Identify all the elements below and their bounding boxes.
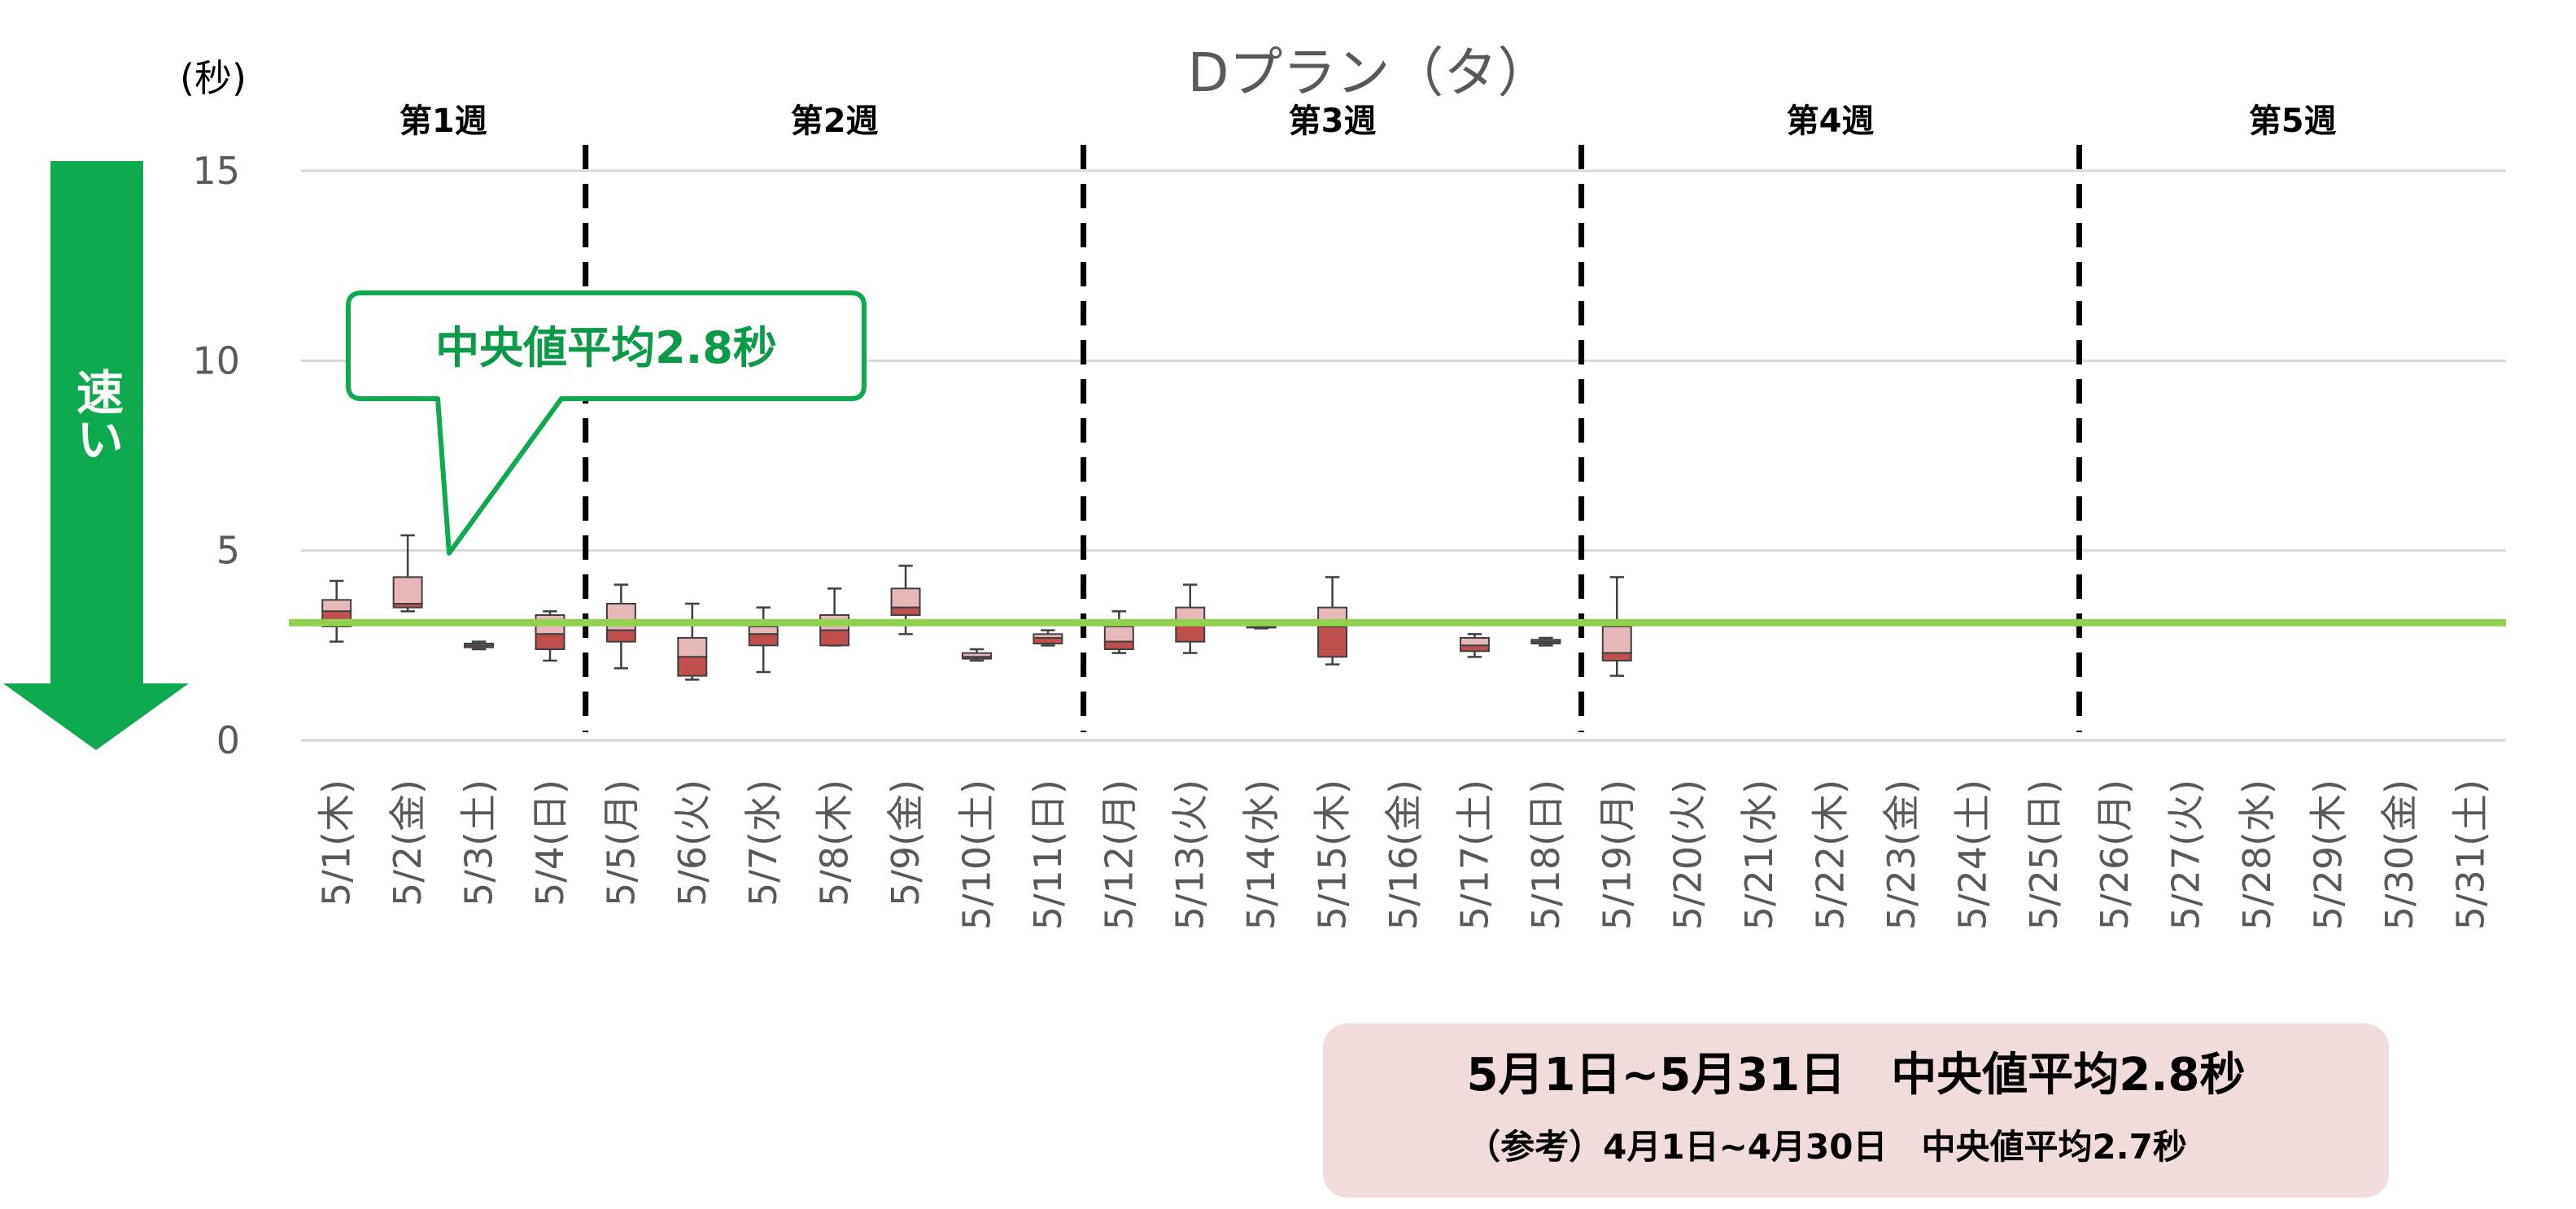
- x-tick-label: 5/6(火): [670, 779, 714, 906]
- y-tick-label: 0: [216, 718, 240, 762]
- x-tick-label: 5/5(月): [599, 779, 643, 906]
- box-upper: [1103, 626, 1134, 643]
- box-8: [819, 587, 850, 647]
- box-9: [890, 565, 921, 635]
- box-11: [1033, 629, 1063, 647]
- box-17: [1459, 633, 1490, 658]
- chart-title: Dプラン（タ）: [1188, 41, 1552, 104]
- x-tick-label: 5/3(土): [457, 779, 501, 906]
- box-lower: [1459, 644, 1490, 653]
- x-tick-label: 5/17(土): [1452, 779, 1496, 930]
- box-series: [321, 534, 1632, 681]
- week-label: 第1週: [399, 103, 487, 140]
- x-tick-label: 5/20(火): [1666, 779, 1710, 930]
- x-tick-label: 5/11(日): [1026, 779, 1070, 930]
- box-1: [321, 579, 352, 643]
- box-12: [1103, 610, 1134, 654]
- week-label: 第5週: [2249, 103, 2337, 140]
- x-tick-label: 5/23(金): [1880, 779, 1923, 930]
- week-label: 第4週: [1787, 103, 1875, 140]
- box-6: [677, 602, 708, 681]
- box-lower: [605, 629, 636, 643]
- x-tick-label: 5/18(日): [1524, 779, 1568, 930]
- x-tick-label: 5/16(金): [1382, 779, 1426, 930]
- box-upper: [321, 599, 352, 613]
- x-tick-label: 5/7(水): [741, 779, 785, 906]
- box-lower: [1317, 626, 1348, 658]
- box-3: [464, 640, 495, 651]
- x-tick-label: 5/25(日): [2022, 779, 2066, 930]
- x-tick-label: 5/31(土): [2448, 779, 2492, 930]
- x-tick-label: 5/22(木): [1809, 779, 1853, 930]
- x-tick-label: 5/29(木): [2306, 779, 2350, 930]
- x-tick-label: 5/19(月): [1595, 779, 1639, 930]
- summary-line-1: 5月1日~5月31日 中央値平均2.8秒: [1467, 1049, 2246, 1102]
- box-5: [605, 583, 636, 670]
- x-tick-label: 5/10(土): [954, 779, 998, 930]
- median-callout: 中央値平均2.8秒: [346, 290, 867, 556]
- arrow-shape: [3, 161, 189, 750]
- summary-background: [1323, 1024, 2389, 1198]
- box-lower: [1601, 652, 1632, 662]
- week-labels: 第1週 第2週 第3週 第4週 第5週: [399, 103, 2337, 140]
- x-tick-label: 5/21(水): [1737, 779, 1781, 930]
- x-tick-label: 5/24(土): [1950, 779, 1994, 930]
- summary-line-2: （参考）4月1日~4月30日 中央値平均2.7秒: [1466, 1127, 2187, 1167]
- box-lower: [677, 656, 708, 677]
- x-tick-label: 5/15(木): [1311, 779, 1355, 930]
- x-tick-label: 5/13(火): [1168, 779, 1212, 930]
- box-lower: [748, 633, 779, 647]
- arrow-label: 速い: [68, 368, 124, 462]
- y-tick-label: 15: [192, 149, 240, 193]
- x-tick-label: 5/12(月): [1097, 779, 1141, 930]
- x-tick-label: 5/9(金): [884, 779, 928, 906]
- x-tick-label: 5/26(月): [2093, 779, 2137, 930]
- x-tick-label: 5/2(金): [386, 779, 430, 906]
- box-lower: [1246, 626, 1277, 629]
- box-lower: [464, 644, 495, 648]
- x-tick-label: 5/4(日): [528, 779, 572, 906]
- box-13: [1175, 583, 1206, 654]
- y-axis-ticks: 0 5 10 15: [192, 149, 240, 762]
- box-4: [535, 610, 565, 662]
- week-label: 第3週: [1289, 103, 1377, 140]
- box-upper: [1601, 626, 1632, 654]
- week-dividers: [583, 145, 2082, 732]
- box-10: [962, 648, 992, 662]
- x-axis-ticks: 5/1(木) 5/2(金) 5/3(土) 5/4(日) 5/5(月) 5/6(火) 5/7(…: [315, 779, 2493, 930]
- box-lower: [890, 606, 921, 617]
- x-tick-label: 5/30(金): [2377, 779, 2421, 930]
- box-upper: [392, 576, 423, 604]
- y-axis-unit: (秒): [180, 56, 247, 100]
- x-tick-label: 5/27(火): [2164, 779, 2208, 930]
- box-lower: [962, 656, 992, 660]
- x-tick-label: 5/1(木): [315, 779, 359, 906]
- summary-box: 5月1日~5月31日 中央値平均2.8秒 （参考）4月1日~4月30日 中央値平…: [1323, 1024, 2389, 1198]
- x-tick-label: 5/8(木): [813, 779, 857, 906]
- faster-arrow: 速い: [3, 161, 189, 750]
- callout-text: 中央値平均2.8秒: [435, 322, 777, 373]
- box-19: [1601, 576, 1632, 677]
- box-upper: [677, 637, 708, 658]
- x-tick-label: 5/14(水): [1239, 779, 1283, 930]
- box-2: [392, 534, 423, 613]
- week-label: 第2週: [791, 103, 879, 140]
- callout-bubble: [346, 290, 867, 556]
- box-upper: [748, 626, 779, 635]
- gridlines: [301, 169, 2506, 742]
- box-lower: [819, 629, 850, 647]
- x-tick-label: 5/28(水): [2235, 779, 2279, 930]
- y-tick-label: 10: [192, 338, 240, 382]
- box-upper: [890, 587, 921, 609]
- box-lower: [1530, 640, 1561, 645]
- box-lower: [535, 633, 565, 650]
- box-lower: [392, 603, 423, 609]
- box-lower: [1103, 640, 1134, 651]
- box-7: [748, 606, 779, 674]
- box-upper: [1459, 637, 1490, 647]
- y-tick-label: 5: [216, 529, 240, 573]
- box-lower: [1033, 637, 1063, 644]
- box-18: [1530, 636, 1561, 647]
